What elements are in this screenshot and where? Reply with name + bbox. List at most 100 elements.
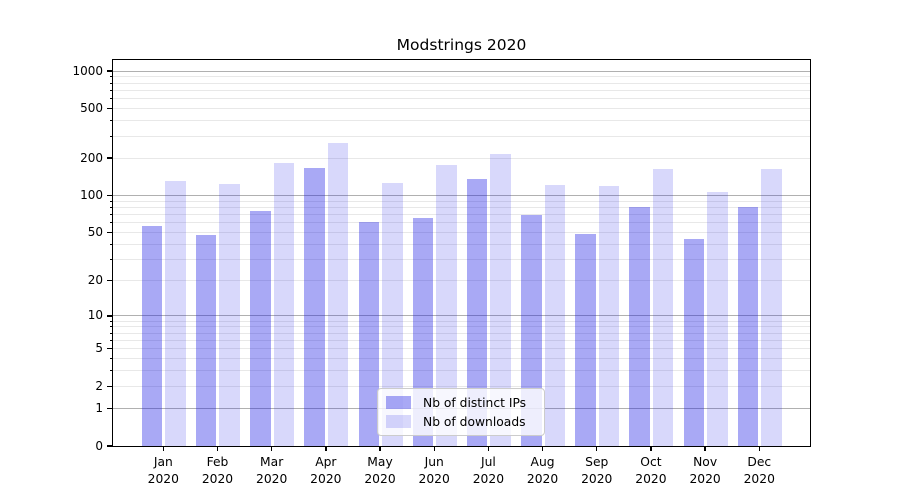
- legend: Nb of distinct IPs Nb of downloads: [377, 388, 545, 436]
- y-minor-tick-mark: [109, 326, 113, 328]
- x-tick-label-sep: Sep 2020: [581, 455, 613, 486]
- y-gridline-minor: [113, 135, 810, 137]
- y-gridline-minor: [113, 82, 810, 84]
- y-gridline-minor: [113, 214, 810, 216]
- legend-swatch-downloads: [386, 415, 411, 428]
- x-tick-label-apr: Apr 2020: [310, 455, 342, 486]
- y-gridline-minor: [113, 332, 810, 334]
- y-minor-tick-mark: [109, 385, 113, 387]
- y-gridline-minor: [113, 157, 810, 159]
- x-tick-label-jul: Jul 2020: [472, 455, 505, 486]
- plot-area: 1000 500 200 100 50 20 10 5 2 1 0 Jan 2020 Feb 2020 M…: [72, 59, 811, 486]
- y-gridline-major: [113, 70, 810, 72]
- x-tick-mark: [650, 446, 652, 451]
- y-minor-tick-mark: [109, 98, 113, 100]
- legend-entry-distinct-ips: Nb of distinct IPs: [386, 396, 536, 410]
- bar-downloads-sep: [598, 185, 620, 446]
- y-tick-mark: [107, 194, 113, 197]
- y-gridline-minor: [113, 222, 810, 224]
- y-minor-tick-mark: [109, 232, 113, 234]
- x-tick-label-dec: Dec 2020: [743, 455, 775, 486]
- x-tick-label-jan: Jan 2020: [147, 455, 179, 486]
- chart-title: Modstrings 2020: [396, 36, 527, 54]
- y-gridline-minor: [113, 326, 810, 328]
- y-tick-mark: [107, 445, 113, 447]
- y-minor-tick-mark: [109, 89, 113, 91]
- bar-downloads-may: [382, 183, 403, 446]
- y-gridline-minor: [113, 232, 810, 234]
- bar-distinct-ips-apr: [304, 168, 325, 446]
- y-gridline-minor: [113, 89, 810, 91]
- y-minor-tick-mark: [109, 358, 113, 360]
- y-minor-tick-mark: [109, 157, 113, 159]
- bar-downloads-jul: [490, 153, 511, 446]
- x-tick-label-feb: Feb 2020: [201, 455, 234, 486]
- y-minor-tick-mark: [109, 108, 113, 110]
- y-tick-label: 0: [95, 438, 103, 453]
- y-minor-tick-mark: [109, 222, 113, 224]
- y-minor-tick-mark: [109, 82, 113, 84]
- bar-distinct-ips-feb: [195, 234, 217, 446]
- bar-downloads-dec: [761, 169, 782, 446]
- y-minor-tick-mark: [109, 332, 113, 334]
- x-tick-mark: [325, 446, 327, 451]
- bar-distinct-ips-sep: [575, 233, 596, 446]
- x-tick-label-may: May 2020: [364, 455, 396, 486]
- bar-distinct-ips-dec: [737, 207, 759, 446]
- x-tick-mark: [433, 446, 435, 451]
- y-minor-tick-mark: [109, 339, 113, 341]
- y-minor-tick-mark: [109, 135, 113, 137]
- x-tick-mark: [270, 446, 273, 451]
- y-gridline-minor: [113, 108, 810, 110]
- bar-distinct-ips-nov: [683, 239, 705, 446]
- y-gridline-minor: [113, 280, 810, 282]
- y-gridline-minor: [113, 243, 810, 245]
- x-tick-mark: [487, 446, 490, 451]
- y-minor-tick-mark: [109, 243, 113, 245]
- bar-downloads-aug: [544, 184, 566, 446]
- x-tick-label-mar: Mar 2020: [256, 455, 288, 486]
- y-tick-label: 5: [95, 341, 103, 356]
- x-tick-mark: [704, 446, 706, 451]
- y-tick-label: 2: [95, 378, 103, 393]
- bar-distinct-ips-may: [358, 221, 380, 446]
- bar-downloads-nov: [707, 192, 728, 446]
- y-tick-label: 100: [80, 187, 103, 202]
- y-minor-tick-mark: [109, 206, 113, 208]
- y-tick-label: 1000: [72, 63, 103, 78]
- y-gridline-major: [113, 315, 810, 317]
- bar-distinct-ips-mar: [250, 210, 271, 446]
- y-minor-tick-mark: [109, 200, 113, 202]
- y-gridline-minor: [113, 259, 810, 261]
- legend-label-downloads: Nb of downloads: [423, 414, 526, 429]
- x-tick-mark: [758, 446, 760, 451]
- x-tick-mark: [379, 446, 381, 451]
- x-tick-label-oct: Oct 2020: [635, 455, 667, 486]
- y-gridline-major: [113, 194, 810, 196]
- legend-entry-downloads: Nb of downloads: [386, 415, 536, 429]
- x-tick-label-nov: Nov 2020: [689, 455, 721, 486]
- x-tick-mark: [596, 446, 598, 451]
- y-minor-tick-mark: [109, 76, 113, 78]
- y-minor-tick-mark: [109, 120, 113, 122]
- y-gridline-minor: [113, 200, 810, 202]
- bar-downloads-apr: [327, 142, 349, 446]
- y-gridline-minor: [113, 348, 810, 350]
- bar-downloads-jun: [436, 164, 457, 446]
- y-gridline-minor: [113, 320, 810, 322]
- y-tick-mark: [107, 315, 113, 317]
- x-tick-label-jun: Jun 2020: [418, 455, 450, 486]
- x-tick-mark: [541, 446, 544, 451]
- y-minor-tick-mark: [109, 370, 113, 372]
- x-tick-mark: [216, 446, 219, 451]
- bar-distinct-ips-jul: [466, 178, 488, 446]
- y-minor-tick-mark: [109, 348, 113, 350]
- legend-label-distinct-ips: Nb of distinct IPs: [423, 395, 527, 410]
- bar-downloads-oct: [652, 169, 674, 446]
- y-tick-label: 50: [87, 225, 103, 240]
- y-minor-tick-mark: [109, 320, 113, 322]
- y-tick-mark: [107, 407, 113, 410]
- x-tick-label-aug: Aug 2020: [526, 455, 559, 486]
- y-gridline-minor: [113, 358, 810, 360]
- y-gridline-minor: [113, 206, 810, 208]
